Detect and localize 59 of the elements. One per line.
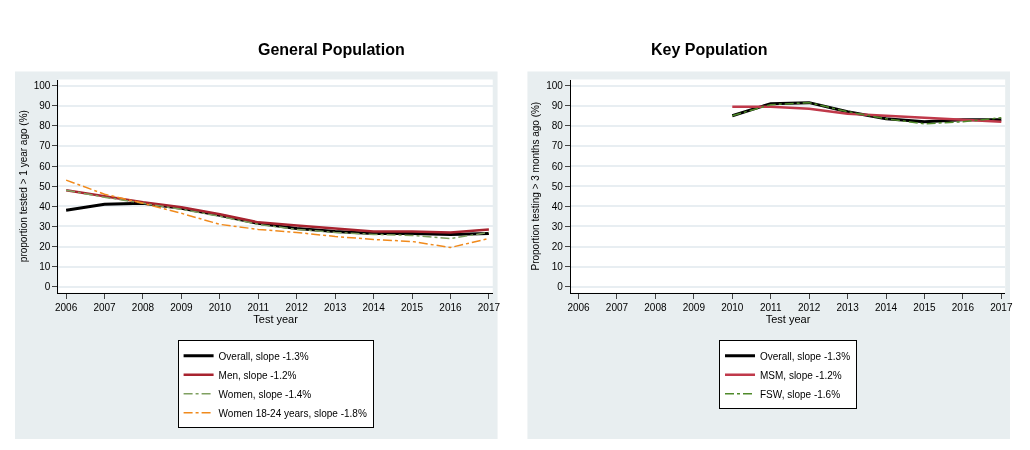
x-tick-label: 2008 (131, 301, 155, 313)
y-tick-label: 10 (39, 261, 51, 273)
y-tick-label: 50 (39, 180, 51, 192)
x-tick-label: 2016 (951, 301, 975, 313)
x-tick-label: 2010 (721, 301, 744, 313)
y-tick-label: 100 (546, 80, 564, 92)
x-tick-label: 2015 (913, 301, 937, 313)
legend-label: FSW, slope -1.6% (760, 388, 841, 400)
y-tick-label: 60 (551, 160, 564, 172)
x-tick-label: 2007 (93, 301, 117, 313)
x-tick-label: 2017 (990, 301, 1013, 313)
chart-title: General Population (258, 41, 405, 58)
x-tick-label: 2006 (567, 301, 591, 313)
x-axis-title: Test year (765, 312, 811, 325)
y-tick-label: 40 (39, 200, 51, 212)
y-tick-label: 100 (33, 80, 51, 92)
x-tick-label: 2016 (439, 301, 463, 313)
chart-title: Key Population (651, 41, 768, 58)
x-tick-label: 2014 (362, 301, 386, 313)
y-tick-label: 90 (551, 100, 564, 112)
x-tick-label: 2015 (400, 301, 424, 313)
x-tick-label: 2014 (874, 301, 898, 313)
y-tick-label: 70 (551, 140, 564, 152)
legend-label: Overall, slope -1.3% (760, 350, 851, 362)
x-tick-label: 2011 (759, 301, 782, 313)
y-axis-title: proportion tested > 1 year ago (%) (17, 110, 29, 263)
y-tick-label: 80 (551, 120, 564, 132)
y-tick-label: 20 (39, 241, 51, 253)
y-tick-label: 0 (557, 281, 564, 293)
y-tick-label: 40 (551, 200, 564, 212)
y-tick-label: 50 (551, 180, 564, 192)
x-tick-label: 2013 (324, 301, 347, 313)
x-tick-label: 2013 (836, 301, 860, 313)
x-tick-label: 2012 (798, 301, 821, 313)
y-tick-label: 80 (39, 120, 51, 132)
legend-label: Overall, slope -1.3% (218, 350, 309, 362)
y-tick-label: 70 (39, 140, 51, 152)
legend-label: Men, slope -1.2% (218, 369, 297, 381)
x-tick-label: 2007 (605, 301, 629, 313)
y-tick-label: 60 (39, 160, 51, 172)
x-tick-label: 2017 (477, 301, 501, 313)
legend-label: Women 18-24 years, slope -1.8% (218, 407, 367, 419)
x-tick-label: 2008 (644, 301, 667, 313)
x-tick-label: 2006 (55, 301, 78, 313)
x-tick-label: 2012 (285, 301, 309, 313)
y-tick-label: 0 (44, 281, 51, 293)
y-tick-label: 20 (551, 241, 564, 253)
x-tick-label: 2010 (208, 301, 232, 313)
x-axis-title: Test year (253, 312, 299, 325)
y-tick-label: 90 (39, 100, 51, 112)
y-tick-label: 10 (551, 261, 564, 273)
x-tick-label: 2009 (682, 301, 706, 313)
x-tick-label: 2009 (170, 301, 193, 313)
legend-label: MSM, slope -1.2% (760, 369, 842, 381)
y-tick-label: 30 (39, 220, 51, 232)
y-axis-title: Proportion testing > 3 months ago (%) (530, 101, 542, 271)
y-tick-label: 30 (551, 220, 564, 232)
legend-label: Women, slope -1.4% (218, 388, 312, 400)
x-tick-label: 2011 (247, 301, 270, 313)
